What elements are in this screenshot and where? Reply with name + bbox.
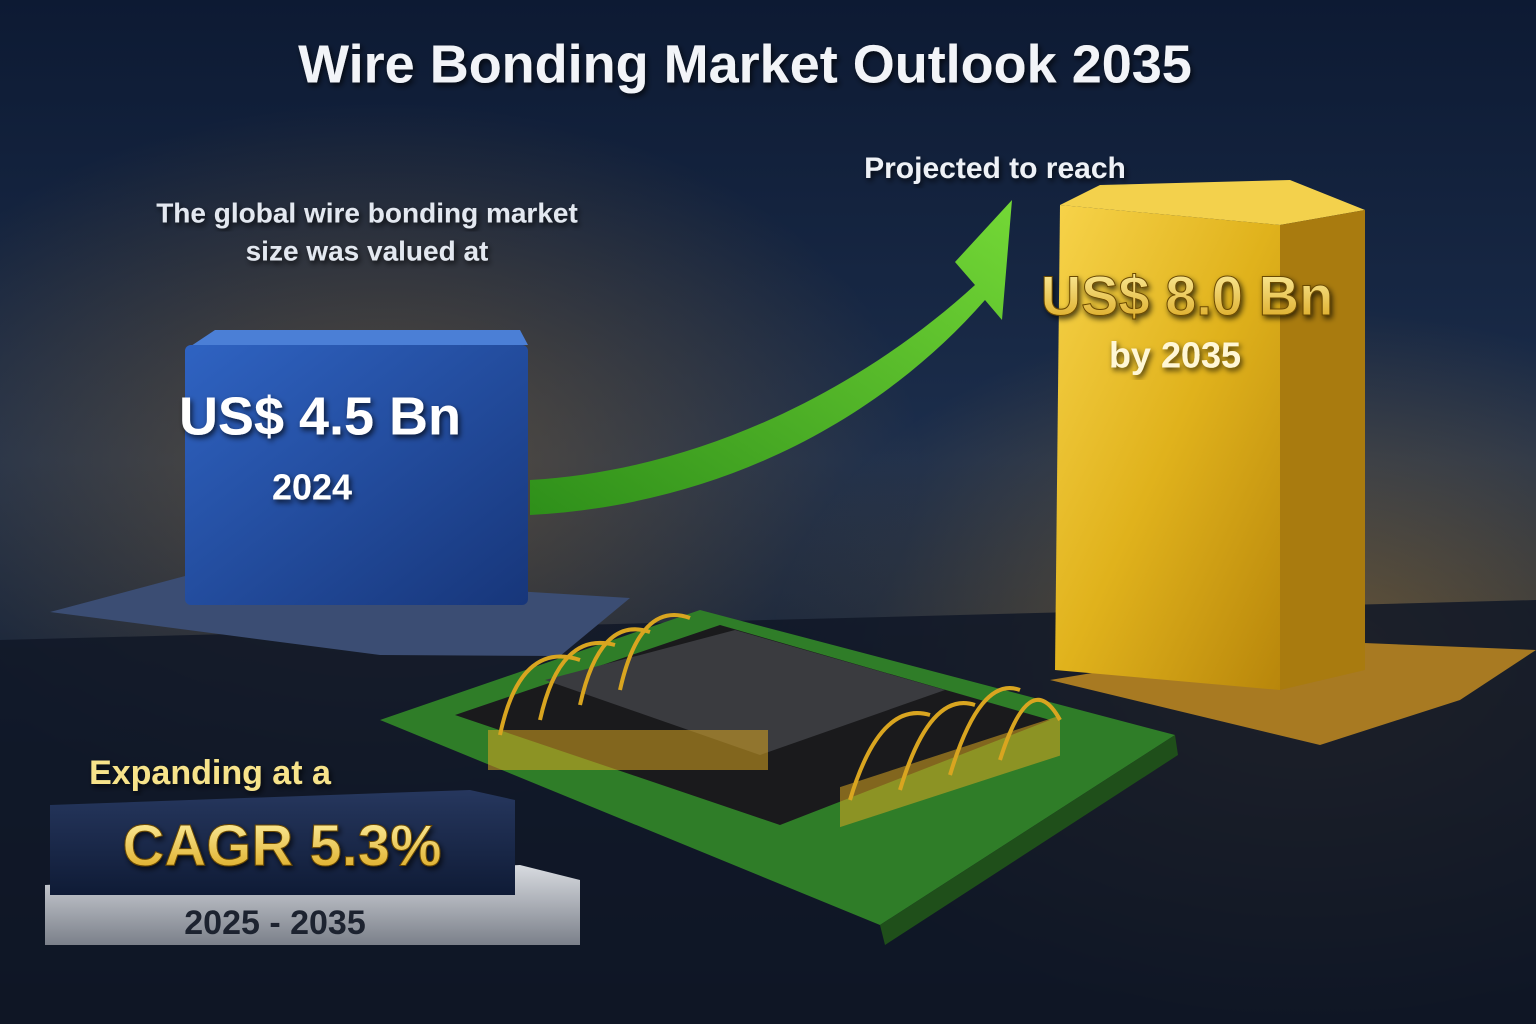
bond-pads xyxy=(488,715,1060,828)
chip-die xyxy=(545,630,945,755)
blue-cube xyxy=(185,345,528,605)
cagr-plaque xyxy=(50,790,515,895)
gold-bar xyxy=(1055,205,1280,690)
end-year: by 2035 xyxy=(1109,335,1241,376)
bar-top xyxy=(1060,180,1365,225)
growth-intro: Expanding at a xyxy=(89,754,332,792)
start-year: 2024 xyxy=(272,467,352,508)
bar-side xyxy=(1280,210,1365,690)
intro-text: Projected to reach xyxy=(864,152,1126,185)
intro-text: The global wire bonding market xyxy=(156,197,578,228)
pcb-edge xyxy=(880,735,1178,945)
start-value: US$ 4.5 Bn xyxy=(179,386,461,446)
growth-period: 2025 - 2035 xyxy=(184,904,366,942)
intro-text: size was valued at xyxy=(246,235,489,266)
bond-wires xyxy=(498,613,1062,801)
end-value: US$ 8.0 Bn xyxy=(1041,264,1334,327)
title: Wire Bonding Market Outlook 2035 xyxy=(298,34,1192,94)
cagr-value: CAGR 5.3% xyxy=(122,813,441,878)
growth-arrow xyxy=(530,200,1012,515)
